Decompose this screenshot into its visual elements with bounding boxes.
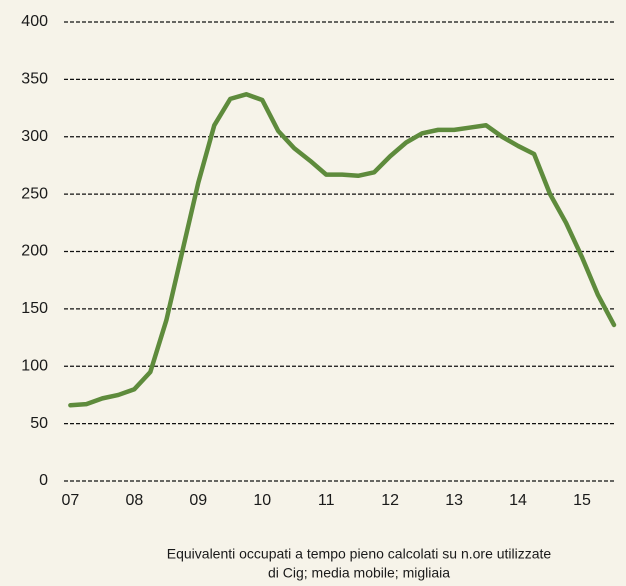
x-tick-label: 12 bbox=[381, 492, 399, 509]
caption-line: di Cig; media mobile; migliaia bbox=[268, 565, 450, 581]
caption-line: Equivalenti occupati a tempo pieno calco… bbox=[167, 546, 552, 562]
data-line bbox=[68, 92, 617, 408]
y-tick-label: 400 bbox=[21, 13, 48, 30]
y-tick-label: 250 bbox=[21, 185, 48, 202]
x-tick-label: 07 bbox=[61, 492, 79, 509]
x-tick-label: 13 bbox=[445, 492, 463, 509]
y-tick-label: 200 bbox=[21, 243, 48, 260]
y-tick-label: 300 bbox=[21, 128, 48, 145]
x-tick-label: 15 bbox=[573, 492, 591, 509]
y-tick-label: 350 bbox=[21, 71, 48, 88]
y-tick-label: 50 bbox=[30, 415, 48, 432]
x-tick-label: 10 bbox=[253, 492, 271, 509]
x-tick-label: 14 bbox=[509, 492, 527, 509]
y-tick-label: 150 bbox=[21, 300, 48, 317]
x-tick-label: 08 bbox=[125, 492, 143, 509]
y-tick-label: 0 bbox=[39, 472, 48, 489]
y-tick-label: 100 bbox=[21, 357, 48, 374]
x-tick-label: 11 bbox=[318, 492, 335, 509]
x-tick-label: 09 bbox=[189, 492, 207, 509]
